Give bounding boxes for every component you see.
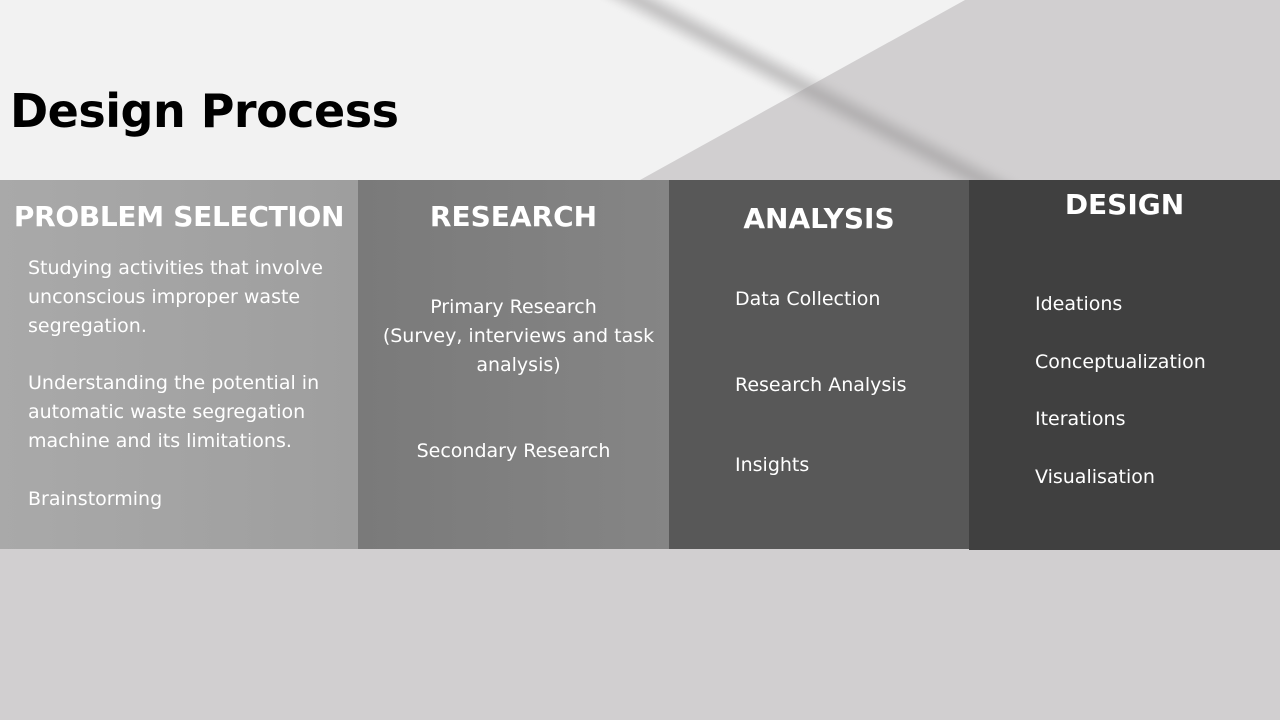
column-item: Insights <box>735 454 810 476</box>
column-item: Ideations <box>1035 293 1123 315</box>
column-item: Studying activities that involve unconsc… <box>28 257 324 337</box>
header-background <box>0 0 1280 200</box>
column-design: DESIGN Ideations Conceptualization Itera… <box>969 180 1280 550</box>
column-item: Conceptualization <box>1035 351 1206 373</box>
column-heading: ANALYSIS <box>743 202 895 235</box>
column-heading: PROBLEM SELECTION <box>13 200 345 233</box>
diagonal-shadow <box>600 0 1020 200</box>
column-item: Understanding the potential in automatic… <box>28 372 320 452</box>
column-heading: RESEARCH <box>429 200 598 233</box>
column-item: Research Analysis <box>735 374 907 396</box>
column-item: Primary Research <box>430 296 597 318</box>
column-item: (Survey, interviews and task analysis) <box>382 325 655 376</box>
column-item: Brainstorming <box>28 488 163 510</box>
column-heading: DESIGN <box>1064 188 1185 221</box>
column-item: Iterations <box>1035 408 1126 430</box>
column-item: Data Collection <box>735 288 881 310</box>
column-item: Visualisation <box>1035 466 1155 488</box>
column-analysis: ANALYSIS Data Collection Research Analys… <box>669 180 969 549</box>
slide-title: Design Process <box>10 84 399 138</box>
column-problem-selection: PROBLEM SELECTION Studying activities th… <box>0 180 358 549</box>
column-research: RESEARCH Primary Research (Survey, inter… <box>358 180 669 549</box>
column-item: Secondary Research <box>416 440 611 462</box>
